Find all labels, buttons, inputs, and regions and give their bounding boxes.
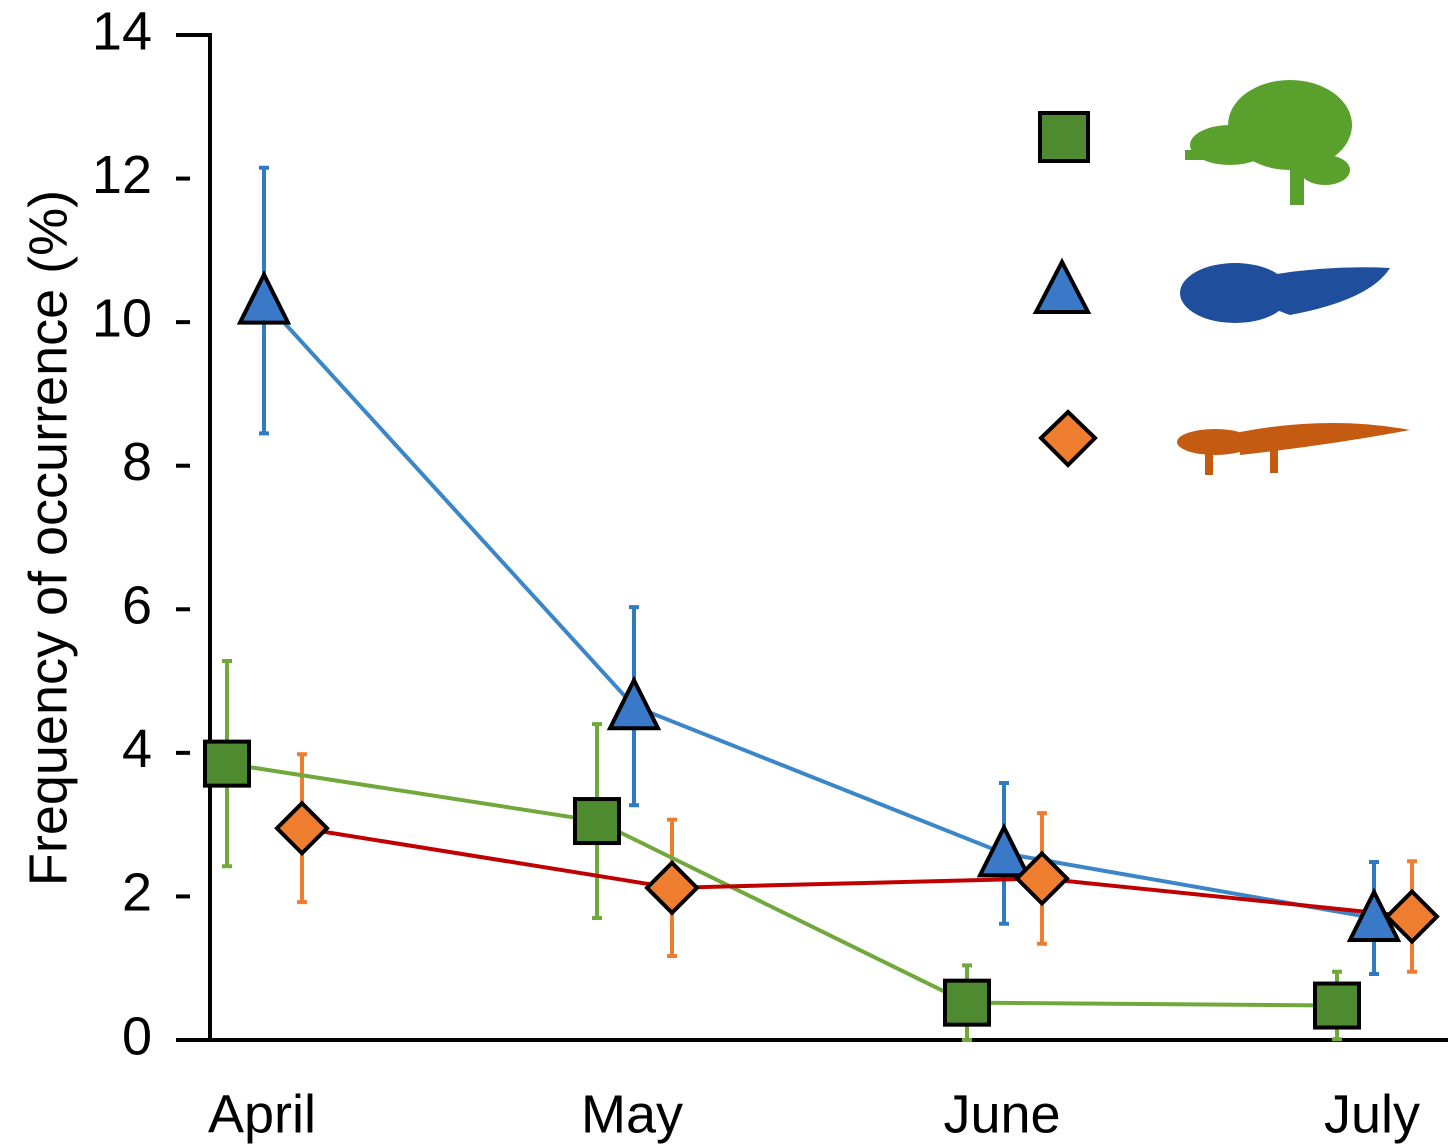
marker <box>976 822 1032 878</box>
marker <box>573 797 621 846</box>
marker <box>606 675 662 731</box>
marker <box>203 739 251 788</box>
marker <box>943 978 991 1027</box>
x-tick-label: June <box>943 1084 1060 1144</box>
legend-marker <box>1038 111 1090 163</box>
series-line <box>262 299 1375 920</box>
newt-icon <box>1177 422 1410 475</box>
frog-icon <box>1185 80 1352 205</box>
y-tick-label: 6 <box>122 576 152 636</box>
legend-marker <box>1032 257 1092 314</box>
marker <box>1384 888 1440 945</box>
y-tick-label: 2 <box>122 863 152 923</box>
x-tick-label: April <box>208 1084 316 1144</box>
y-tick-label: 0 <box>122 1006 152 1066</box>
marker <box>644 859 700 916</box>
legend-marker <box>1038 409 1098 468</box>
legend <box>1032 80 1410 475</box>
y-tick-label: 10 <box>92 288 152 348</box>
x-tick-label: May <box>581 1084 683 1144</box>
y-tick-label: 8 <box>122 432 152 492</box>
y-tick-label: 12 <box>92 145 152 205</box>
y-axis-label: Frequency of occurrence (%) <box>18 190 78 886</box>
marker <box>236 270 292 325</box>
tadpole-icon <box>1180 263 1390 323</box>
series-line <box>301 826 1413 919</box>
series-line <box>226 761 1338 1008</box>
marker <box>1014 850 1070 907</box>
marker <box>274 800 330 857</box>
marker <box>1313 981 1361 1030</box>
x-tick-label: July <box>1324 1084 1420 1144</box>
y-tick-label: 4 <box>122 719 152 779</box>
y-tick-label: 14 <box>92 1 152 61</box>
